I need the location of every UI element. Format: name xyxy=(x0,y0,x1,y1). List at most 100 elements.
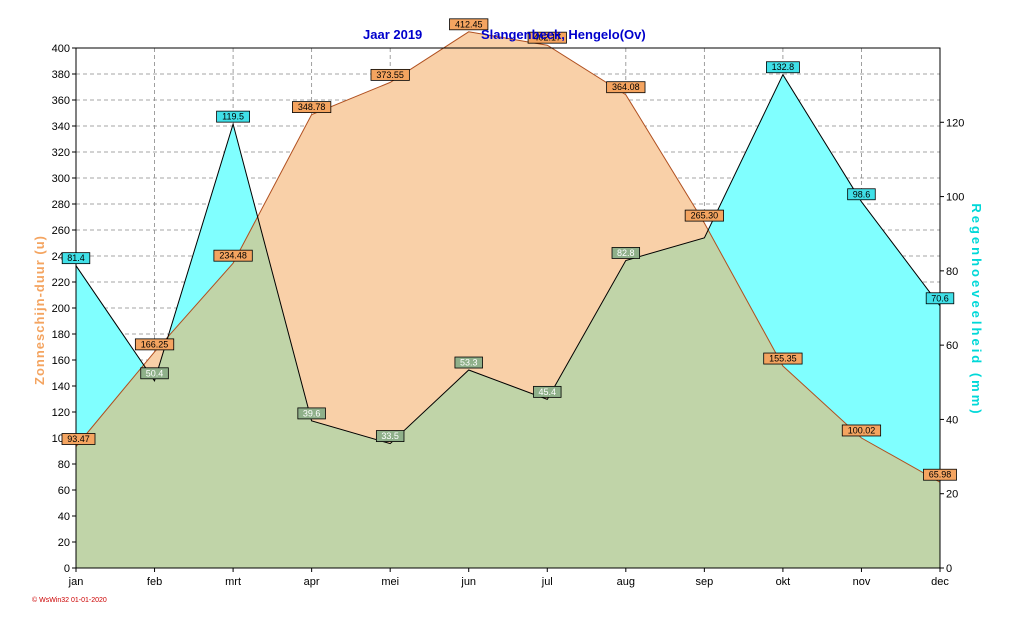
sunshine-data-label-text: 100.02 xyxy=(848,425,876,435)
sunshine-data-label-text: 93.47 xyxy=(67,434,90,444)
y-left-tick-label: 180 xyxy=(52,329,70,341)
y-right-axis-title: Regenhoeveelheid (mm) xyxy=(969,203,984,416)
y-right-tick-label: 100 xyxy=(946,192,964,204)
chart-title-location: Slangenbeek, Hengelo(Ov) xyxy=(481,27,646,42)
x-tick-label: aug xyxy=(617,576,635,588)
rain-data-label-box xyxy=(925,292,955,305)
sunshine-data-label-text: 412.45 xyxy=(455,19,483,29)
rain-data-label-text: 98.6 xyxy=(853,189,871,199)
y-right-tick-label: 40 xyxy=(946,414,958,426)
y-left-tick-label: 340 xyxy=(52,121,70,133)
y-left-tick-label: 60 xyxy=(58,485,70,497)
left-ticks: 0204060801001201401601802002202402602803… xyxy=(52,43,76,575)
sunshine-data-label-box xyxy=(527,31,567,44)
sunshine-data-label-text: 373.55 xyxy=(376,70,404,80)
x-tick-label: okt xyxy=(776,576,791,588)
sunshine-data-label-box xyxy=(134,338,175,351)
y-left-tick-label: 0 xyxy=(64,563,70,575)
sunshine-data-label-box xyxy=(213,249,253,262)
chart-title-year: Jaar 2019 xyxy=(363,27,422,42)
y-left-tick-label: 320 xyxy=(52,147,70,159)
y-right-tick-label: 0 xyxy=(946,563,952,575)
sunshine-data-label-box xyxy=(841,424,882,437)
x-tick-label: feb xyxy=(147,576,162,588)
rain-data-label-box xyxy=(611,247,641,259)
rain-data-label-text: 81.4 xyxy=(67,253,85,263)
sunshine-data-label: 155.35 xyxy=(763,352,803,365)
y-left-tick-label: 20 xyxy=(58,537,70,549)
sunshine-data-label-box xyxy=(763,352,803,365)
sunshine-data-label-box xyxy=(292,101,332,113)
sunshine-data-label-box xyxy=(684,209,724,222)
sunshine-data-label: 100.02 xyxy=(841,424,882,437)
rain-data-label: 82.8 xyxy=(611,247,641,259)
y-left-tick-label: 160 xyxy=(52,355,70,367)
rain-data-label: 39.6 xyxy=(297,407,326,420)
sunshine-data-label: 373.55 xyxy=(370,68,410,81)
sunshine-data-label: 402.17 xyxy=(527,31,567,44)
rain-data-label-box xyxy=(297,407,326,420)
sunshine-data-label-text: 348.78 xyxy=(298,102,326,112)
rain-data-label-text: 39.6 xyxy=(303,408,321,418)
x-tick-label: apr xyxy=(304,576,320,588)
sunshine-data-label-box xyxy=(606,81,646,94)
rain-data-label: 132.8 xyxy=(766,61,800,74)
sunshine-data-label-text: 166.25 xyxy=(141,339,169,349)
sunshine-data-label: 234.48 xyxy=(213,249,253,262)
data-labels: 93.47 166.25 234.48 348.78 373.55 412.45 402.1… xyxy=(61,18,957,481)
y-left-tick-label: 360 xyxy=(52,95,70,107)
x-tick-label: sep xyxy=(695,576,713,588)
rain-data-label: 98.6 xyxy=(847,188,876,201)
y-left-tick-label: 140 xyxy=(52,381,70,393)
rain-data-label-text: 53.3 xyxy=(460,358,478,368)
rain-data-label-box xyxy=(766,61,800,74)
x-ticks: jan feb mrt apr mei jun jul aug sep okt nov dec xyxy=(68,568,949,588)
rain-data-label: 70.6 xyxy=(925,292,955,305)
areas xyxy=(75,31,941,569)
y-right-tick-label: 80 xyxy=(946,266,958,278)
rain-data-label: 53.3 xyxy=(454,356,483,369)
rain-data-label-text: 82.8 xyxy=(617,248,635,258)
rain-data-label-box xyxy=(140,367,169,380)
y-left-axis-title: Zonneschijn-duur (u) xyxy=(32,235,47,385)
y-left-tick-label: 400 xyxy=(52,43,70,55)
rain-data-label-box xyxy=(533,385,562,398)
x-tick-label: nov xyxy=(853,576,871,588)
sunshine-data-label: 166.25 xyxy=(134,338,175,351)
sunshine-data-label-text: 234.48 xyxy=(219,251,247,261)
rain-data-label-text: 50.4 xyxy=(146,368,164,378)
x-tick-label: jan xyxy=(68,576,84,588)
sunshine-data-label: 93.47 xyxy=(61,433,96,445)
rain-data-label-text: 119.5 xyxy=(222,112,244,122)
y-right-tick-label: 60 xyxy=(946,340,958,352)
rain-data-label-text: 70.6 xyxy=(931,293,949,303)
sunshine-data-label-text: 265.30 xyxy=(691,211,719,221)
y-left-tick-label: 80 xyxy=(58,459,70,471)
sunshine-data-label-text: 65.98 xyxy=(929,470,952,480)
sunshine-data-label-box xyxy=(923,468,957,481)
y-left-tick-label: 300 xyxy=(52,173,70,185)
y-right-tick-label: 20 xyxy=(946,489,958,501)
sunshine-data-label-text: 155.35 xyxy=(769,354,797,364)
y-right-tick-label: 120 xyxy=(946,117,964,129)
rain-data-label: 81.4 xyxy=(61,252,91,265)
rain-data-label: 50.4 xyxy=(140,367,169,380)
x-tick-label: jul xyxy=(541,576,553,588)
rain-data-label-box xyxy=(847,188,876,201)
sunshine-data-label: 412.45 xyxy=(449,18,489,31)
right-ticks: 0 20 40 60 80 100 120 xyxy=(940,117,964,575)
y-left-tick-label: 40 xyxy=(58,511,70,523)
x-tick-label: mrt xyxy=(225,576,241,588)
y-left-tick-label: 380 xyxy=(52,69,70,81)
x-tick-label: jun xyxy=(460,576,476,588)
rain-data-label-text: 33.5 xyxy=(381,431,399,441)
sunshine-data-label-text: 402.17 xyxy=(534,33,562,43)
rain-data-label-box xyxy=(216,110,250,123)
rain-data-label-box xyxy=(61,252,91,265)
rain-data-label: 119.5 xyxy=(216,110,250,123)
rain-data-label: 45.4 xyxy=(533,385,562,398)
rain-data-label-box xyxy=(454,356,483,369)
y-left-tick-label: 120 xyxy=(52,407,70,419)
sunshine-data-label: 364.08 xyxy=(606,81,646,94)
